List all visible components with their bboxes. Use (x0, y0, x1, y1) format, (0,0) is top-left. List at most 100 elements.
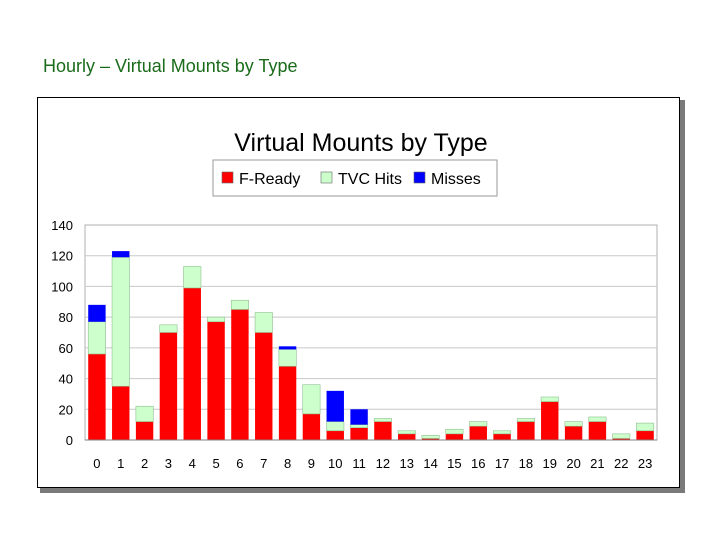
bar-tvc-hits-17 (493, 430, 512, 435)
x-tick-label: 9 (308, 456, 315, 471)
y-tick-label: 100 (51, 279, 73, 294)
x-tick-label: 5 (212, 456, 219, 471)
x-tick-label: 21 (590, 456, 604, 471)
bar-tvc-hits-12 (373, 418, 392, 422)
bar-f-ready-16 (469, 426, 487, 440)
bar-tvc-hits-15 (445, 428, 464, 435)
legend-box (212, 159, 498, 197)
x-tick-label: 20 (566, 456, 580, 471)
bar-f-ready-10 (326, 430, 344, 440)
bar-tvc-hits-6 (230, 299, 249, 310)
slide-title: Hourly – Virtual Mounts by Type (43, 56, 298, 76)
bar-f-ready-17 (493, 433, 511, 440)
y-tick-label: 120 (51, 249, 73, 264)
bar-tvc-hits-11 (350, 424, 369, 429)
x-tick-label: 18 (519, 456, 533, 471)
bar-tvc-hits-4 (183, 266, 202, 289)
bar-tvc-hits-23 (636, 422, 655, 432)
bar-tvc-hits-19 (540, 396, 559, 402)
bar-misses-1 (112, 251, 130, 258)
x-tick-label: 12 (376, 456, 390, 471)
x-tick-label: 11 (352, 456, 366, 471)
bar-f-ready-11 (350, 427, 368, 440)
bar-f-ready-7 (255, 332, 273, 440)
legend: F-Ready TVC Hits Misses (221, 171, 481, 188)
bar-f-ready-2 (135, 421, 154, 440)
bar-tvc-hits-1 (111, 256, 130, 387)
x-tick-label: 7 (260, 456, 267, 471)
x-tick-label: 13 (400, 456, 414, 471)
plot-area (84, 224, 658, 441)
x-tick-label: 0 (93, 456, 100, 471)
legend-swatch (221, 171, 234, 184)
bar-tvc-hits-8 (278, 349, 297, 367)
x-tick-label: 10 (328, 456, 342, 471)
legend-swatch (413, 171, 426, 184)
y-tick-label: 140 (51, 218, 73, 233)
bar-misses-10 (326, 390, 344, 422)
bar-tvc-hits-13 (397, 430, 416, 435)
x-tick-label: 4 (189, 456, 196, 471)
bar-f-ready-1 (112, 386, 130, 440)
bar-f-ready-13 (398, 433, 416, 440)
bar-f-ready-14 (421, 438, 440, 440)
bar-tvc-hits-22 (612, 433, 631, 439)
bar-tvc-hits-14 (421, 435, 440, 439)
x-tick-label: 2 (141, 456, 148, 471)
bar-f-ready-3 (159, 332, 178, 440)
bar-f-ready-23 (636, 430, 654, 440)
bar-f-ready-20 (564, 426, 583, 440)
x-tick-label: 22 (614, 456, 628, 471)
legend-label: TVC Hits (338, 171, 402, 188)
legend-label: Misses (431, 171, 481, 188)
legend-label: F-Ready (239, 171, 300, 188)
bar-tvc-hits-21 (588, 416, 607, 422)
x-tick-label: 14 (423, 456, 437, 471)
bar-tvc-hits-3 (159, 324, 178, 333)
bar-misses-11 (350, 409, 368, 425)
x-tick-label: 16 (471, 456, 485, 471)
bar-f-ready-8 (278, 366, 297, 440)
x-tick-label: 23 (638, 456, 652, 471)
y-tick-label: 40 (59, 372, 73, 387)
bar-f-ready-18 (517, 421, 535, 440)
bar-f-ready-0 (88, 354, 106, 440)
y-tick-label: 0 (66, 433, 73, 448)
x-tick-label: 1 (117, 456, 124, 471)
bar-tvc-hits-0 (87, 321, 106, 355)
x-tick-label: 8 (284, 456, 291, 471)
legend-swatch (320, 171, 333, 184)
bar-tvc-hits-2 (135, 405, 154, 422)
bar-f-ready-4 (183, 287, 201, 440)
x-tick-label: 6 (236, 456, 243, 471)
bar-f-ready-19 (541, 401, 559, 440)
bar-tvc-hits-20 (564, 421, 583, 427)
x-tick-label: 3 (165, 456, 172, 471)
bar-tvc-hits-10 (326, 421, 345, 432)
x-tick-label: 15 (447, 456, 461, 471)
y-tick-label: 60 (59, 341, 73, 356)
bar-f-ready-22 (612, 438, 630, 440)
y-tick-label: 20 (59, 402, 73, 417)
x-tick-label: 17 (495, 456, 509, 471)
bar-f-ready-9 (302, 413, 321, 440)
bar-f-ready-6 (231, 309, 249, 440)
bar-misses-8 (278, 346, 297, 350)
bar-f-ready-21 (588, 421, 607, 440)
gridlines (85, 255, 657, 410)
x-tick-label: 19 (543, 456, 557, 471)
bars (87, 251, 655, 440)
bar-f-ready-12 (374, 421, 392, 440)
y-axis-ticks: 0 20 40 60 80 100 120 140 (51, 218, 73, 448)
chart-title: Virtual Mounts by Type (234, 129, 487, 157)
bar-tvc-hits-16 (469, 421, 488, 427)
bar-f-ready-5 (207, 321, 225, 440)
bar-f-ready-15 (445, 433, 464, 440)
bar-tvc-hits-18 (516, 418, 535, 422)
bar-tvc-hits-9 (302, 384, 321, 415)
bar-tvc-hits-5 (207, 316, 226, 323)
bar-tvc-hits-7 (254, 312, 273, 333)
y-tick-label: 80 (59, 310, 73, 325)
bar-misses-0 (88, 304, 106, 322)
